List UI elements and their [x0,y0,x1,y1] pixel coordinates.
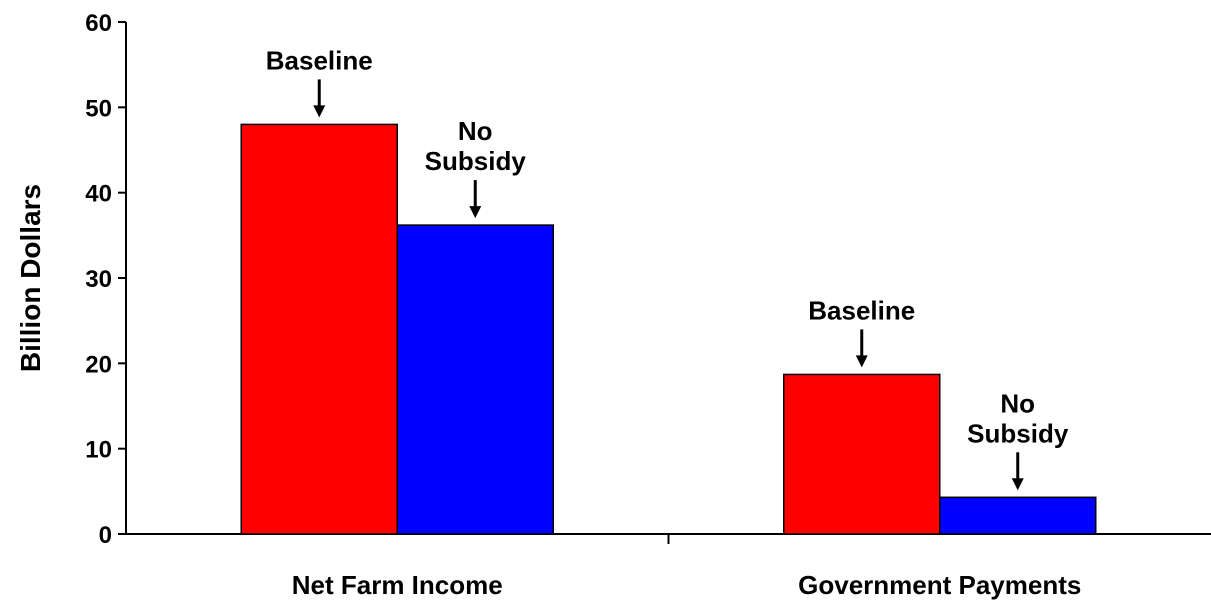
y-tick-label: 50 [85,95,112,122]
y-tick-label: 10 [85,437,112,464]
y-tick-label: 60 [85,10,112,37]
annotation-arrow-head [469,206,482,219]
x-category-label: Government Payments [798,570,1081,600]
annotation-label: Baseline [266,45,373,75]
annotation-label: Subsidy [425,146,527,176]
y-axis: 0 10 20 30 40 50 60 [85,10,127,549]
bar-no-subsidy [396,224,554,535]
y-tick-label: 0 [99,522,112,549]
bar-no-subsidy [939,496,1097,535]
annotation-label: No [458,116,493,146]
bar-baseline [783,373,941,535]
x-category-label: Net Farm Income [292,570,503,600]
y-tick-label: 30 [85,266,112,293]
annotation-label: Subsidy [967,418,1069,448]
y-tick-label: 20 [85,351,112,378]
annotation-label: Baseline [808,295,915,325]
x-axis: Net Farm Income Government Payments [126,533,1211,600]
annotation-arrow-head [855,355,868,368]
annotation-arrow-head [313,105,326,118]
y-tick-label: 40 [85,181,112,208]
annotation-label: No [1000,388,1035,418]
bars [240,123,1097,535]
y-axis-title: Billion Dollars [15,184,46,372]
annotation-arrow-head [1011,478,1024,491]
bar-baseline [240,123,398,535]
